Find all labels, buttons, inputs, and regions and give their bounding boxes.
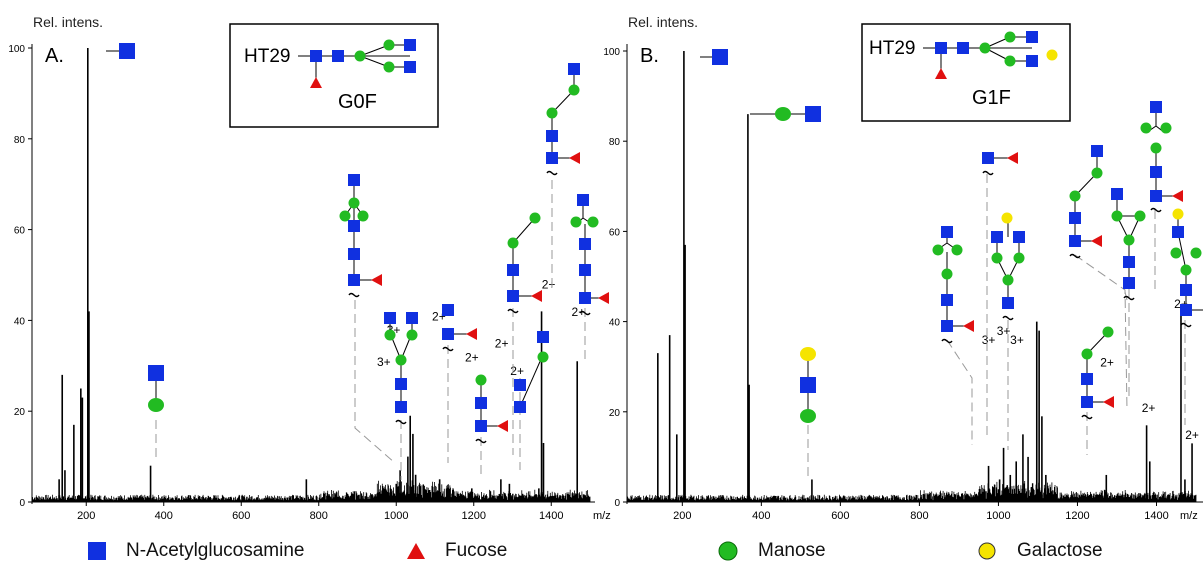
baseline-noise [626,481,1197,502]
legend-item-galactose: Galactose [977,538,1103,564]
glcnac-square-icon [88,542,106,560]
y-tick-label: 0 [614,498,620,509]
legend-label: Galactose [1017,540,1103,561]
x-tick-label: 600 [831,510,849,522]
y-tick-label: 80 [609,137,621,148]
charge-labels: 3+3+2+2+2+2+2+2+ [377,278,585,378]
y-tick-label: 60 [14,226,26,237]
glycan-fragment-annotations [700,49,1203,423]
panel-label: A. [45,45,64,67]
y-axis-label: Rel. intens. [628,14,698,30]
y-tick-label: 40 [14,316,26,327]
panel-b: Rel. intens. B. 0 20 40 60 80 100 200 400 600 80… [603,14,1203,522]
glycan-fragment-annotations [106,43,609,444]
charge-state-label: 2+ [465,350,479,364]
legend-label: Manose [758,540,826,561]
legend-item-fucose: Fucose [407,538,507,564]
x-tick-label: 400 [155,510,173,522]
x-ticks: 200 400 600 800 1000 1200 1400 [673,502,1169,522]
legend-label: Fucose [445,540,508,561]
charge-state-label: 2+ [510,364,524,378]
x-tick-label: 1200 [1065,510,1089,522]
inset-sample-label: HT29 [869,38,915,59]
charge-state-label: 3+ [982,333,996,347]
charge-state-label: 2+ [572,305,586,319]
x-tick-label: 1400 [539,510,563,522]
x-tick-label: 1200 [462,510,486,522]
charge-state-label: 2+ [495,337,509,351]
mannose-circle-icon [718,541,738,561]
x-tick-label: 1000 [384,510,408,522]
galactose-circle-icon [978,542,996,560]
x-tick-label: 800 [310,510,328,522]
peaks [657,51,1193,502]
panel-label: B. [640,45,659,67]
x-ticks: 200 400 600 800 1000 1200 1400 [77,502,563,522]
x-axis-label: m/z [1180,510,1198,522]
charge-state-label: 3+ [997,324,1011,338]
x-axis-label: m/z [593,510,611,522]
x-tick-label: 200 [77,510,95,522]
g1f-structure [923,31,1058,79]
y-tick-label: 80 [14,135,26,146]
peaks [58,48,579,502]
charge-labels: 3+3+3+2+2+2+2+ [982,297,1199,442]
x-tick-label: 600 [232,510,250,522]
y-tick-label: 100 [603,47,620,58]
g0f-structure [298,39,416,88]
inset-glycan-label: G1F [972,87,1011,109]
y-tick-label: 40 [609,318,621,329]
inset-glycan-label: G0F [338,91,377,113]
inset-sample-label: HT29 [244,46,290,67]
noise-trace [31,480,591,502]
legend-label: N-Acetylglucosamine [126,540,305,561]
panel-a: Rel. intens. A. 0 20 40 60 80 100 200 400 600 80… [8,14,610,522]
y-tick-label: 20 [609,408,621,419]
charge-state-label: 2+ [542,278,556,292]
x-tick-label: 400 [752,510,770,522]
y-ticks: 0 20 40 60 80 100 [603,47,627,509]
charge-state-label: 2+ [1100,356,1114,370]
fucose-triangle-icon [407,543,425,559]
y-tick-label: 0 [19,498,25,509]
charge-state-label: 3+ [377,355,391,369]
charge-state-label: 2+ [1185,428,1199,442]
x-tick-label: 800 [910,510,928,522]
x-tick-label: 1000 [986,510,1010,522]
structure-inset [229,23,439,128]
y-ticks: 0 20 40 60 80 100 [8,44,32,509]
x-tick-label: 200 [673,510,691,522]
legend-item-mannose: Manose [718,538,826,564]
y-tick-label: 100 [8,44,25,55]
legend-item-glcnac: N-Acetylglucosamine [88,538,304,564]
charge-state-label: 2+ [1142,401,1156,415]
y-tick-label: 60 [609,227,621,238]
x-tick-label: 1400 [1144,510,1168,522]
charge-state-label: 3+ [1010,333,1024,347]
guide-lines [155,180,586,480]
noise-trace [626,481,1197,502]
y-axis-label: Rel. intens. [33,14,103,30]
guide-lines [807,174,1186,478]
y-tick-label: 20 [14,407,26,418]
baseline-noise [31,480,591,502]
